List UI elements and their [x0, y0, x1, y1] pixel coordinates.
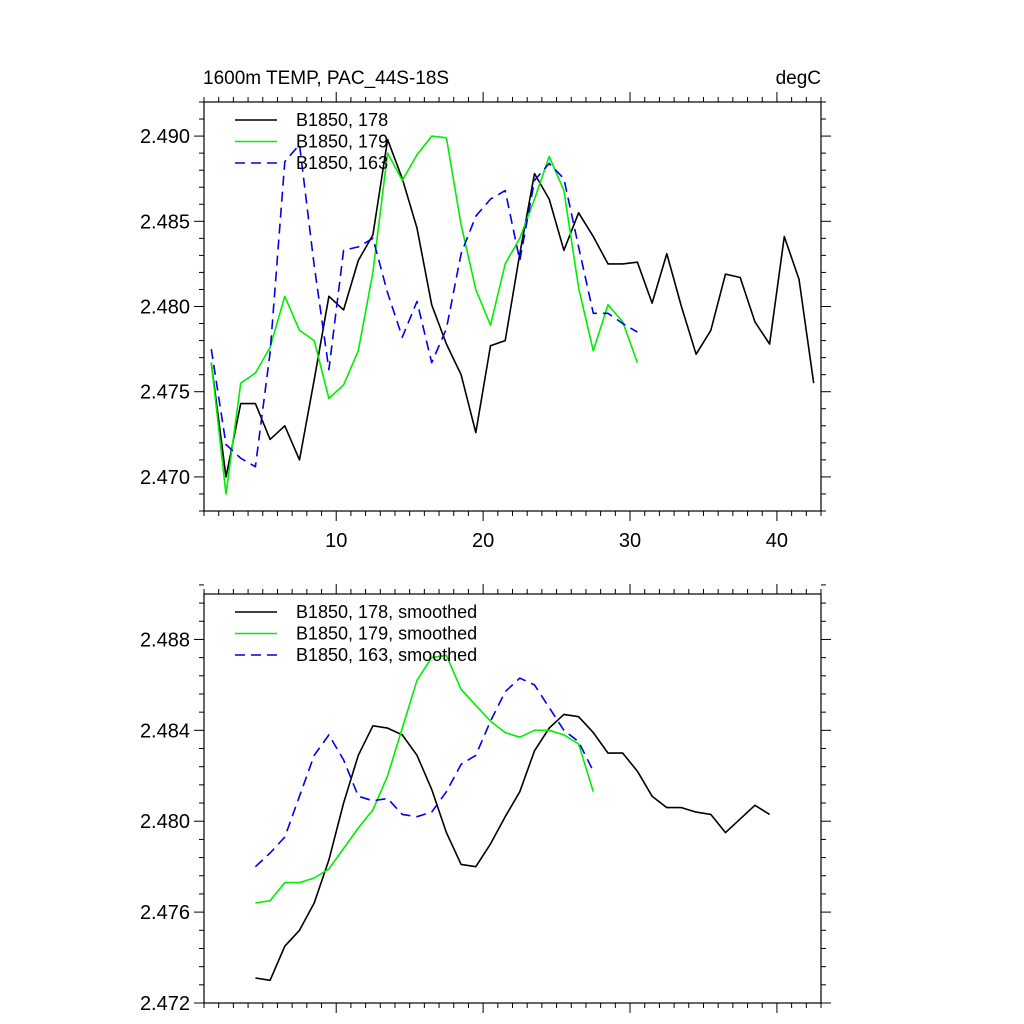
x-tick-label: 30 [619, 530, 641, 552]
legend-label: B1850, 163 [296, 153, 388, 173]
y-tick-label: 2.475 [140, 382, 190, 404]
bottom-plot: 2.472 2.476 2.480 2.484 2.488 B1850, 178, smo… [140, 584, 831, 1015]
top-plot: 10 20 30 40 2.470 2.475 2.480 2.485 2.490 B1850, … [140, 92, 831, 552]
chart-title: 1600m TEMP, PAC_44S-18S [203, 68, 449, 89]
y-tick-label: 2.484 [140, 720, 190, 742]
chart-units: degC [776, 68, 821, 89]
series-line [210, 138, 815, 478]
y-tick-label: 2.485 [140, 211, 190, 233]
legend-label: B1850, 179, smoothed [296, 624, 477, 644]
series-line [255, 654, 595, 904]
y-tick-label: 2.480 [140, 297, 190, 319]
legend-label: B1850, 179 [296, 132, 388, 152]
y-tick-label: 2.488 [140, 629, 190, 651]
y-tick-label: 2.472 [140, 993, 190, 1015]
y-tick-label: 2.490 [140, 126, 190, 148]
y-tick-label: 2.476 [140, 902, 190, 924]
series-line [210, 143, 638, 468]
legend-label: B1850, 178, smoothed [296, 602, 477, 622]
series-line [210, 135, 639, 495]
legend-label: B1850, 178 [296, 110, 388, 130]
x-tick-label: 10 [325, 530, 347, 552]
y-tick-label: 2.480 [140, 811, 190, 833]
y-tick-label: 2.470 [140, 467, 190, 489]
x-tick-label: 20 [472, 530, 494, 552]
series-line [254, 677, 595, 868]
series-line [255, 713, 771, 982]
x-tick-label: 40 [766, 530, 788, 552]
legend-label: B1850, 163, smoothed [296, 645, 477, 665]
